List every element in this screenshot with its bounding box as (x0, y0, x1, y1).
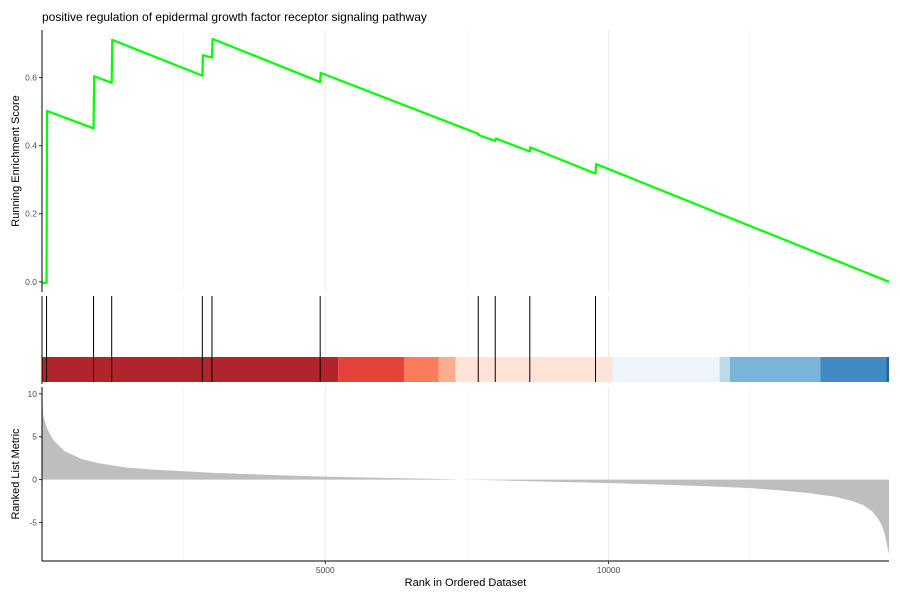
y-tick-label: 0.2 (25, 209, 37, 219)
y-tick-label: 0.0 (25, 277, 37, 287)
hits-panel (41, 296, 889, 384)
running-score-panel: 0.0 0.2 0.4 0.6 Running Enrichment Score (10, 30, 890, 292)
color-bar-segment (612, 357, 720, 382)
ranked-metric-panel: 10 5 0 -5 5000 10000 Ranked List Metric Rank… (10, 387, 889, 589)
color-bar-segment (886, 357, 889, 382)
color-bar-segment (729, 357, 821, 382)
y-tick-label: 0 (32, 475, 37, 485)
color-bar-segment (338, 357, 405, 382)
color-bar-segment (455, 357, 613, 382)
running-score-y-label: Running Enrichment Score (10, 95, 22, 226)
color-bar-segment (438, 357, 456, 382)
x-tick-label: 10000 (597, 565, 621, 575)
running-score-grid (183, 30, 751, 292)
ranked-metric-y-label: Ranked List Metric (10, 428, 22, 520)
ranked-metric-area (42, 389, 889, 555)
x-tick-label: 5000 (316, 565, 335, 575)
y-tick-label: -5 (29, 517, 37, 527)
y-tick-label: 0.6 (25, 73, 37, 83)
ranked-metric-y-ticks: 10 5 0 -5 (28, 389, 42, 527)
ranked-metric-grid (183, 387, 751, 561)
color-bar-segment (42, 357, 339, 382)
color-bar-segment (719, 357, 730, 382)
x-axis-ticks: 5000 10000 (316, 561, 621, 575)
y-tick-label: 5 (32, 432, 37, 442)
running-score-line (42, 37, 890, 284)
color-bar-segment (404, 357, 439, 382)
rank-color-bar (42, 357, 889, 382)
color-bar-segment (820, 357, 887, 382)
plot-title: positive regulation of epidermal growth … (42, 10, 427, 24)
gene-hit-marks (46, 296, 597, 382)
x-axis-label: Rank in Ordered Dataset (405, 577, 527, 589)
y-tick-label: 10 (28, 389, 38, 399)
running-score-y-ticks: 0.0 0.2 0.4 0.6 (25, 73, 42, 287)
y-tick-label: 0.4 (25, 141, 37, 151)
